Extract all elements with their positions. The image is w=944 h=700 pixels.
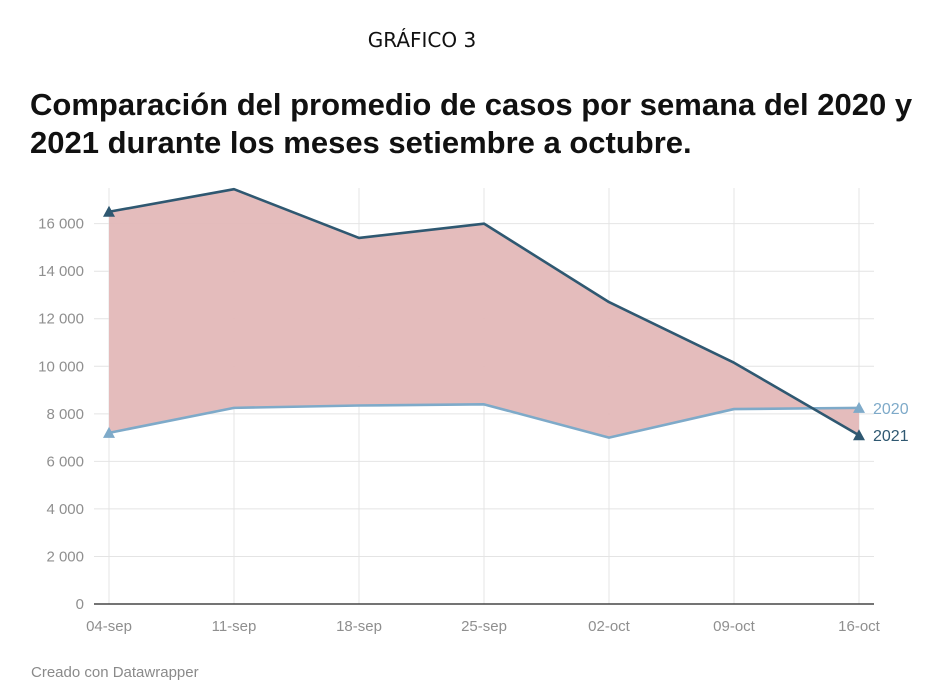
y-tick-label: 2 000 [46,548,84,565]
chart-title: Comparación del promedio de casos por se… [30,87,913,160]
marker-2020 [853,401,865,413]
y-tick-label: 8 000 [46,406,84,423]
y-tick-label: 6 000 [46,453,84,470]
x-tick-label: 16-oct [838,618,881,635]
series-markers [103,205,865,441]
marker-2020 [103,426,115,438]
marker-2021 [853,429,865,441]
y-tick-label: 4 000 [46,501,84,518]
series-label-2020: 2020 [873,401,909,418]
graphic-number-label: GRÁFICO 3 [367,28,477,52]
series-line-2020 [108,403,860,439]
x-tick-label: 02-oct [588,618,631,635]
x-tick-label: 09-oct [713,618,756,635]
y-tick-label: 0 [76,596,84,613]
y-tick-label: 12 000 [38,311,84,328]
series-lines [108,187,860,439]
x-tick-label: 18-sep [336,618,382,635]
y-tick-label: 14 000 [38,263,84,280]
y-axis-ticks: 0 2 000 4 000 6 000 8 000 10 000 12 000 14 000 1… [38,216,84,613]
x-tick-label: 04-sep [86,618,132,635]
x-tick-label: 11-sep [212,618,257,635]
marker-2021 [103,205,115,217]
difference-area [109,189,859,438]
series-line-2021 [108,187,860,437]
x-axis-ticks: 04-sep 11-sep 18-sep 25-sep 02-oct 09-oct 16-o… [86,618,881,635]
y-tick-label: 10 000 [38,358,84,375]
x-tick-label: 25-sep [461,618,507,635]
y-tick-label: 16 000 [38,216,84,233]
credit-footer: Creado con Datawrapper [31,664,199,681]
series-labels: 2021 2020 [873,401,909,445]
area-between-series [109,189,859,438]
series-label-2021: 2021 [873,428,909,445]
